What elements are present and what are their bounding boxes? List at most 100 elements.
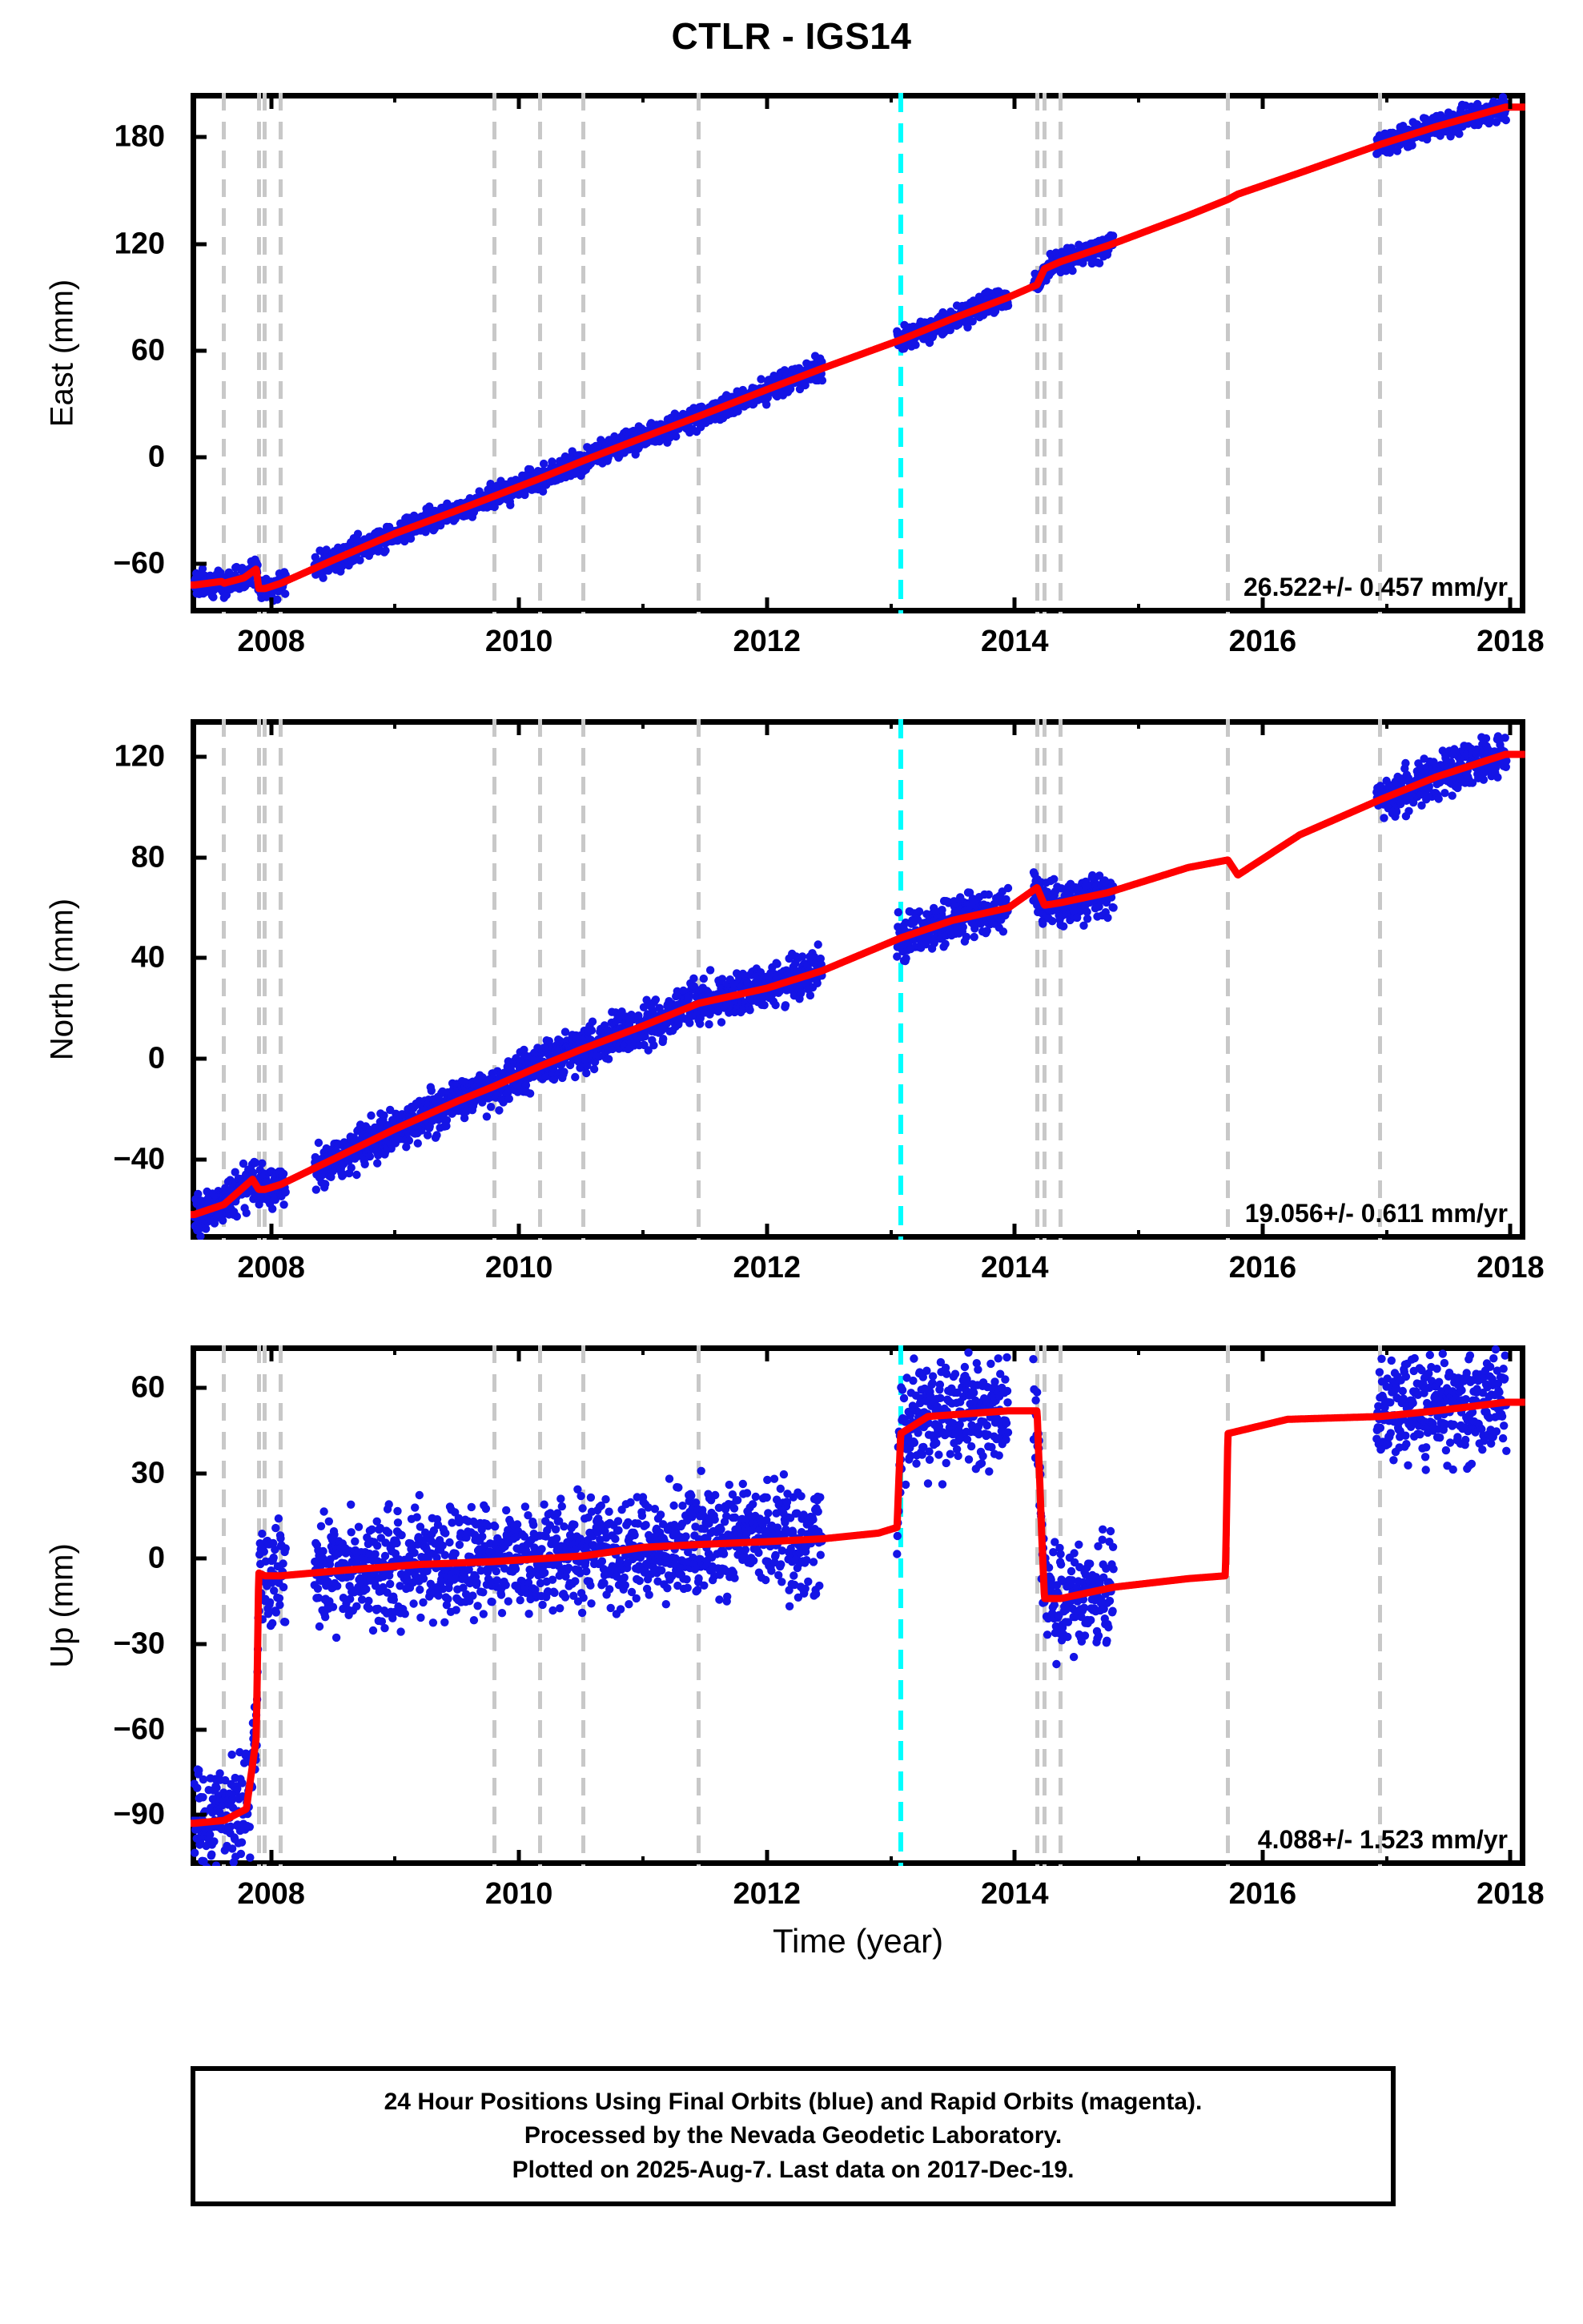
x-tick-minor bbox=[269, 719, 273, 729]
x-tick-mark bbox=[1508, 597, 1513, 613]
y-tick-label: −60 bbox=[113, 1712, 165, 1746]
x-tick-minor bbox=[1384, 1345, 1388, 1355]
x-tick-label: 2008 bbox=[237, 1251, 305, 1285]
event-line bbox=[492, 719, 496, 1240]
x-tick-minor bbox=[517, 1230, 521, 1240]
x-tick-minor bbox=[517, 604, 521, 613]
event-line bbox=[256, 93, 261, 613]
data-points-up bbox=[191, 1345, 1511, 1866]
x-tick-minor bbox=[1137, 1345, 1141, 1355]
plot-area-east bbox=[191, 93, 1525, 613]
x-tick-minor bbox=[641, 1345, 645, 1355]
x-tick-minor bbox=[393, 1345, 397, 1355]
y-tick-mark bbox=[191, 1157, 207, 1162]
x-tick-minor bbox=[765, 1230, 769, 1240]
x-tick-mark bbox=[1508, 1850, 1513, 1866]
event-line bbox=[697, 93, 701, 613]
x-tick-minor bbox=[765, 719, 769, 729]
y-axis-label-up: Up (mm) bbox=[44, 1543, 80, 1668]
y-tick-mark bbox=[191, 1056, 207, 1061]
x-tick-label: 2016 bbox=[1228, 625, 1297, 658]
model-fit-line-north bbox=[191, 750, 1525, 1219]
event-line bbox=[222, 1345, 227, 1866]
x-tick-minor bbox=[1013, 1345, 1017, 1355]
y-tick-mark bbox=[191, 348, 207, 353]
event-line bbox=[697, 1345, 701, 1866]
rate-annotation-north: 19.056+/- 0.611 mm/yr bbox=[1244, 1199, 1508, 1228]
x-tick-label: 2008 bbox=[237, 625, 305, 658]
event-line bbox=[279, 719, 283, 1240]
y-tick-label: −60 bbox=[113, 546, 165, 581]
event-line bbox=[697, 719, 701, 1240]
x-tick-minor bbox=[765, 1856, 769, 1866]
x-tick-label: 2018 bbox=[1477, 1877, 1545, 1911]
x-tick-minor bbox=[269, 1230, 273, 1240]
y-tick-mark bbox=[191, 1727, 207, 1731]
y-tick-mark bbox=[191, 242, 207, 247]
x-tick-minor bbox=[269, 1345, 273, 1355]
y-tick-mark bbox=[191, 561, 207, 566]
event-line bbox=[1226, 93, 1231, 613]
event-line bbox=[1378, 719, 1383, 1240]
x-tick-minor bbox=[1260, 93, 1264, 103]
panel-north: 19.056+/- 0.611 mm/yr bbox=[191, 719, 1525, 1240]
caption-line-1: 24 Hour Positions Using Final Orbits (bl… bbox=[384, 2088, 1203, 2115]
x-tick-label: 2012 bbox=[733, 1251, 802, 1285]
event-line bbox=[263, 719, 267, 1240]
y-axis-label-north: North (mm) bbox=[44, 898, 80, 1061]
x-tick-minor bbox=[641, 604, 645, 613]
y-tick-label: 120 bbox=[114, 739, 165, 774]
event-line bbox=[263, 1345, 267, 1866]
y-tick-mark bbox=[191, 855, 207, 860]
model-fit-line-up bbox=[191, 1398, 1525, 1827]
y-tick-label: 60 bbox=[131, 1370, 165, 1405]
event-line bbox=[1378, 93, 1383, 613]
x-axis-label: Time (year) bbox=[772, 1922, 944, 1960]
series-east bbox=[191, 93, 1525, 605]
caption-line-2: Processed by the Nevada Geodetic Laborat… bbox=[524, 2122, 1063, 2149]
rate-annotation-up: 4.088+/- 1.523 mm/yr bbox=[1257, 1825, 1508, 1854]
model-fit-line-east bbox=[191, 103, 1525, 593]
x-tick-minor bbox=[269, 93, 273, 103]
panel-up: 4.088+/- 1.523 mm/yr bbox=[191, 1345, 1525, 1866]
event-line bbox=[1035, 1345, 1039, 1866]
x-tick-minor bbox=[889, 604, 893, 613]
x-tick-label: 2010 bbox=[484, 1251, 553, 1285]
x-tick-minor bbox=[393, 604, 397, 613]
event-line bbox=[492, 93, 496, 613]
y-tick-label: 60 bbox=[131, 333, 165, 368]
panel-east: 26.522+/- 0.457 mm/yr bbox=[191, 93, 1525, 613]
plot-area-up bbox=[191, 1345, 1525, 1866]
x-tick-label: 2018 bbox=[1477, 1251, 1545, 1285]
x-tick-minor bbox=[1013, 93, 1017, 103]
x-tick-minor bbox=[393, 719, 397, 729]
x-tick-minor bbox=[1260, 1856, 1264, 1866]
x-tick-label: 2010 bbox=[484, 1877, 553, 1911]
x-tick-minor bbox=[889, 1230, 893, 1240]
x-tick-minor bbox=[517, 93, 521, 103]
x-tick-minor bbox=[1260, 719, 1264, 729]
x-tick-minor bbox=[1137, 604, 1141, 613]
y-tick-mark bbox=[191, 1812, 207, 1817]
x-tick-mark bbox=[1508, 1224, 1513, 1240]
x-tick-minor bbox=[1137, 1856, 1141, 1866]
x-tick-minor bbox=[1384, 1230, 1388, 1240]
y-tick-mark bbox=[191, 135, 207, 139]
plot-area-north bbox=[191, 719, 1525, 1240]
caption-line-3: Plotted on 2025-Aug-7. Last data on 2017… bbox=[512, 2156, 1075, 2183]
event-line bbox=[581, 93, 586, 613]
event-line bbox=[1035, 93, 1039, 613]
event-line bbox=[279, 93, 283, 613]
y-tick-label: 180 bbox=[114, 119, 165, 154]
x-tick-minor bbox=[641, 719, 645, 729]
y-tick-mark bbox=[191, 955, 207, 960]
x-tick-minor bbox=[1137, 93, 1141, 103]
x-tick-minor bbox=[641, 1856, 645, 1866]
y-tick-label: −90 bbox=[113, 1797, 165, 1831]
x-tick-mark-top bbox=[1508, 1345, 1513, 1361]
x-tick-minor bbox=[1260, 1345, 1264, 1355]
x-tick-minor bbox=[1384, 1856, 1388, 1866]
series-north bbox=[191, 732, 1525, 1240]
x-tick-minor bbox=[765, 93, 769, 103]
